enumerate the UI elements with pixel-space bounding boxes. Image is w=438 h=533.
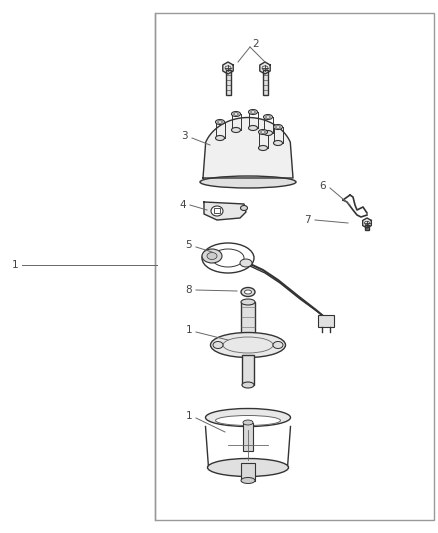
- Ellipse shape: [215, 135, 225, 141]
- Text: 1: 1: [185, 411, 192, 421]
- Ellipse shape: [202, 249, 222, 263]
- Text: 8: 8: [185, 285, 192, 295]
- Ellipse shape: [273, 141, 283, 146]
- Ellipse shape: [200, 176, 296, 188]
- Ellipse shape: [240, 206, 247, 211]
- Ellipse shape: [232, 111, 240, 117]
- Ellipse shape: [241, 478, 255, 483]
- Ellipse shape: [242, 382, 254, 388]
- Ellipse shape: [248, 125, 258, 131]
- Text: 7: 7: [304, 215, 311, 225]
- Ellipse shape: [251, 111, 255, 113]
- Polygon shape: [223, 62, 233, 74]
- Ellipse shape: [241, 287, 255, 296]
- Ellipse shape: [213, 342, 223, 349]
- Text: 3: 3: [181, 131, 188, 141]
- Polygon shape: [260, 62, 270, 74]
- Ellipse shape: [258, 130, 268, 134]
- Polygon shape: [204, 202, 246, 220]
- Ellipse shape: [207, 253, 217, 260]
- Polygon shape: [363, 218, 371, 228]
- Ellipse shape: [266, 116, 270, 118]
- Text: 6: 6: [319, 181, 326, 191]
- Bar: [241, 463, 255, 481]
- Ellipse shape: [258, 146, 268, 150]
- Bar: [365, 225, 369, 230]
- Ellipse shape: [218, 121, 222, 123]
- Text: 1: 1: [11, 260, 18, 270]
- Text: 2: 2: [252, 39, 258, 49]
- Ellipse shape: [273, 342, 283, 349]
- Ellipse shape: [273, 125, 283, 130]
- Bar: [262, 70, 268, 95]
- Ellipse shape: [211, 333, 286, 358]
- Bar: [243, 423, 253, 450]
- Ellipse shape: [215, 119, 225, 125]
- Ellipse shape: [205, 408, 290, 426]
- Ellipse shape: [276, 126, 280, 128]
- Ellipse shape: [208, 458, 289, 477]
- Ellipse shape: [232, 127, 240, 133]
- Bar: [242, 355, 254, 385]
- Text: 1: 1: [185, 325, 192, 335]
- Ellipse shape: [241, 299, 255, 305]
- Polygon shape: [203, 117, 293, 178]
- Ellipse shape: [215, 416, 280, 425]
- Ellipse shape: [211, 206, 223, 216]
- Bar: [226, 70, 230, 95]
- Ellipse shape: [243, 420, 253, 425]
- Bar: [155, 13, 434, 520]
- Ellipse shape: [264, 115, 272, 119]
- Ellipse shape: [244, 290, 251, 294]
- Ellipse shape: [261, 131, 265, 133]
- Text: 5: 5: [185, 240, 192, 250]
- Text: 4: 4: [180, 200, 186, 210]
- Ellipse shape: [234, 113, 238, 115]
- Bar: [214, 208, 220, 213]
- Ellipse shape: [240, 259, 252, 267]
- Ellipse shape: [248, 109, 258, 115]
- Bar: [318, 315, 334, 327]
- Bar: [241, 302, 255, 340]
- Ellipse shape: [264, 131, 272, 135]
